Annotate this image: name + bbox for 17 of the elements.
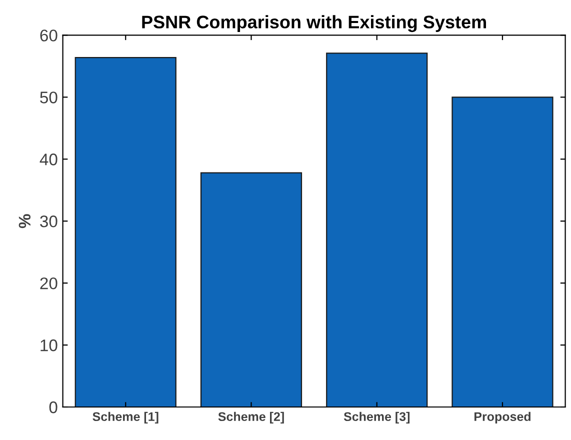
y-tick-label: 0 <box>49 401 58 414</box>
y-tick-label: 40 <box>40 154 58 166</box>
bar <box>326 52 428 407</box>
x-tick-label: Proposed <box>474 412 530 424</box>
y-tick-label: 60 <box>40 30 58 42</box>
x-tick-label: Scheme [2] <box>218 412 284 424</box>
bar <box>200 172 302 407</box>
bar <box>74 56 176 407</box>
y-tick-label: 50 <box>40 92 58 104</box>
y-tick-label: 30 <box>40 216 58 228</box>
x-tick-label: Scheme [1] <box>92 412 158 424</box>
chart-title: PSNR Comparison with Existing System <box>142 15 486 32</box>
bar <box>452 96 554 407</box>
y-axis-title: % <box>18 214 31 228</box>
y-tick-label: 20 <box>40 277 58 290</box>
x-tick-label: Scheme [3] <box>344 412 410 424</box>
y-tick-label: 10 <box>40 339 58 352</box>
